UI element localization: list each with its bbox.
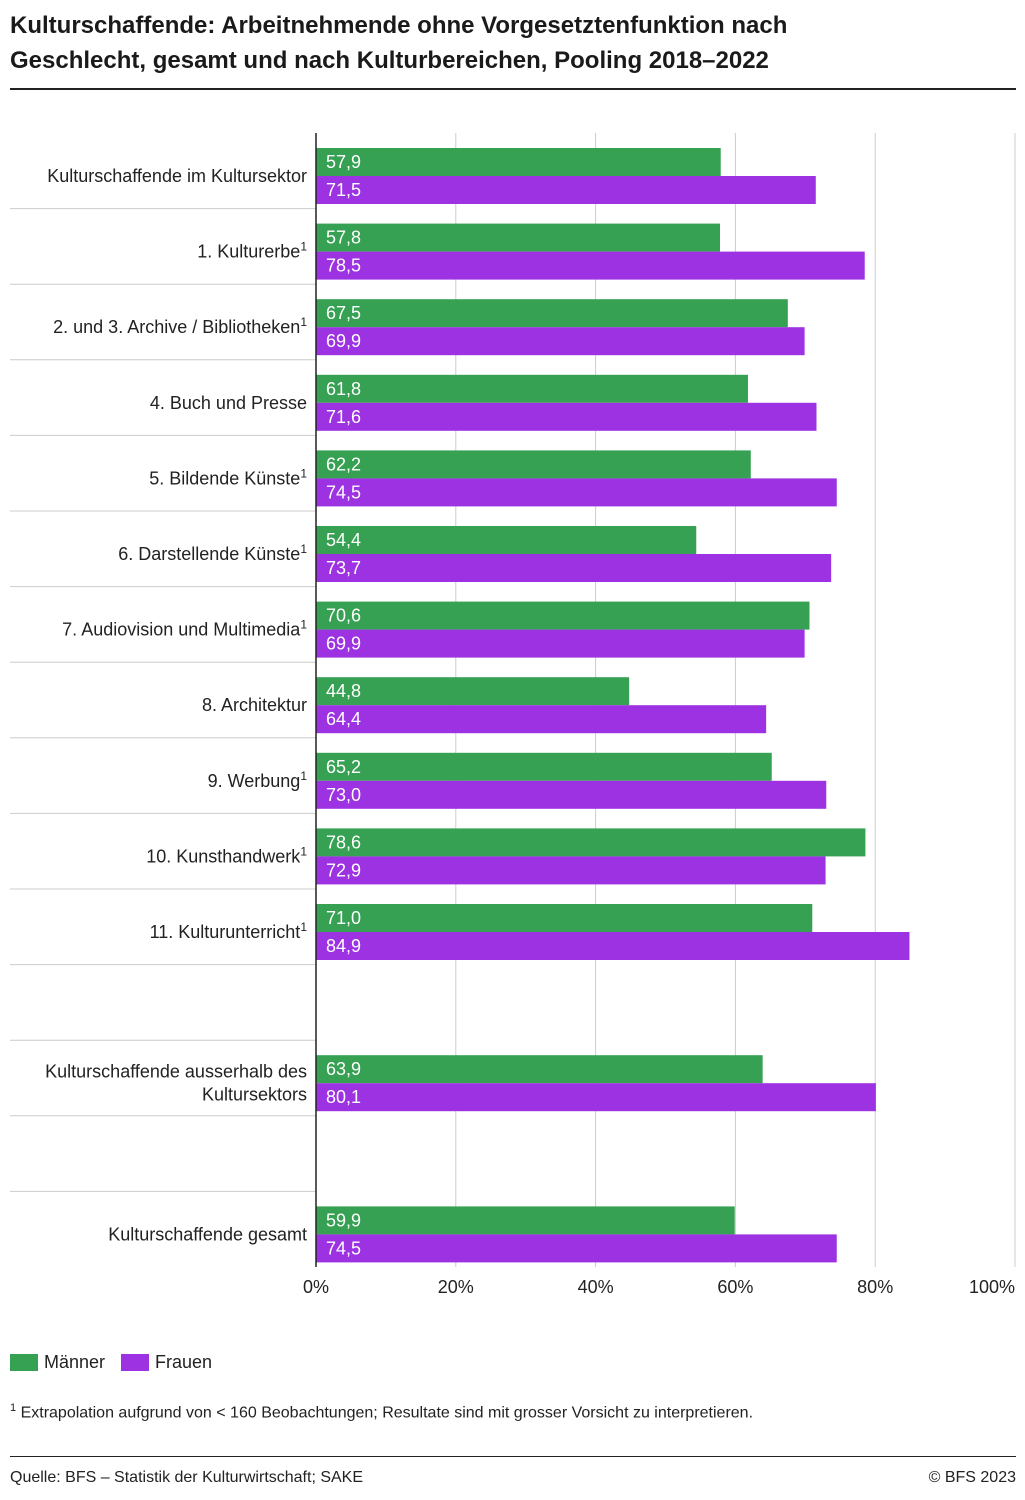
data-label-maenner: 44,8 <box>326 681 361 701</box>
category-label: Kulturschaffende ausserhalb des <box>45 1062 307 1082</box>
bar-chart: 57,9 71,5 Kulturschaffende im Kultursektor… <box>10 133 1016 1297</box>
legend: Männer Frauen <box>10 1352 228 1373</box>
bar-maenner <box>316 374 748 403</box>
bar-maenner <box>316 1055 763 1084</box>
data-label-frauen: 84,9 <box>326 936 361 956</box>
data-label-frauen: 71,5 <box>326 180 361 200</box>
bar-frauen <box>316 402 817 431</box>
data-label-maenner: 70,6 <box>326 606 361 626</box>
bar-frauen <box>316 327 805 356</box>
data-label-frauen: 74,5 <box>326 1238 361 1258</box>
data-label-frauen: 69,9 <box>326 331 361 351</box>
bar-frauen <box>316 251 865 280</box>
x-tick-label: 20% <box>438 1277 474 1297</box>
bar-maenner <box>316 601 810 630</box>
data-label-frauen: 69,9 <box>326 634 361 654</box>
copyright-note: © BFS 2023 <box>928 1469 1016 1486</box>
chart-title: Kulturschaffende: Arbeitnehmende ohne Vo… <box>10 8 1010 78</box>
category-label: 5. Bildende Künste1 <box>149 466 307 488</box>
bar-frauen <box>316 1234 837 1263</box>
bar-maenner <box>316 299 788 328</box>
category-label: 8. Architektur <box>202 695 307 715</box>
data-label-maenner: 57,8 <box>326 228 361 248</box>
data-label-frauen: 71,6 <box>326 407 361 427</box>
data-label-maenner: 67,5 <box>326 303 361 323</box>
x-tick-label: 0% <box>303 1277 329 1297</box>
category-label: Kulturschaffende gesamt <box>108 1224 307 1244</box>
legend-swatch-maenner <box>10 1354 38 1371</box>
category-label: 1. Kulturerbe1 <box>197 240 307 262</box>
data-label-frauen: 72,9 <box>326 860 361 880</box>
category-label: Kultursektors <box>202 1085 307 1105</box>
data-label-frauen: 78,5 <box>326 256 361 276</box>
x-tick-label: 100% <box>969 1277 1015 1297</box>
data-label-maenner: 78,6 <box>326 832 361 852</box>
legend-label-frauen: Frauen <box>155 1352 213 1372</box>
footnote: 1 Extrapolation aufgrund von < 160 Beoba… <box>10 1402 753 1422</box>
bar-maenner <box>316 526 697 554</box>
data-label-frauen: 64,4 <box>326 709 361 729</box>
x-tick-label: 40% <box>578 1277 614 1297</box>
data-label-maenner: 62,2 <box>326 454 361 474</box>
data-label-frauen: 73,0 <box>326 785 361 805</box>
legend-item-maenner: Männer <box>10 1352 105 1373</box>
bar-frauen <box>316 1083 876 1112</box>
category-label: 10. Kunsthandwerk1 <box>146 844 307 866</box>
category-label: 2. und 3. Archive / Bibliotheken1 <box>53 315 307 337</box>
category-label: 9. Werbung1 <box>208 769 308 791</box>
legend-item-frauen: Frauen <box>121 1352 212 1373</box>
bar-maenner <box>316 450 751 479</box>
legend-swatch-frauen <box>121 1354 150 1371</box>
bar-frauen <box>316 932 910 960</box>
bar-maenner <box>316 828 866 857</box>
bar-frauen <box>316 780 827 809</box>
bar-frauen <box>316 478 837 507</box>
title-divider <box>10 88 1016 90</box>
data-label-frauen: 80,1 <box>326 1087 361 1107</box>
category-label: 6. Darstellende Künste1 <box>118 542 307 564</box>
bar-maenner <box>316 752 772 781</box>
data-label-maenner: 57,9 <box>326 152 361 172</box>
bar-maenner <box>316 904 813 932</box>
data-label-frauen: 74,5 <box>326 482 361 502</box>
data-label-maenner: 61,8 <box>326 379 361 399</box>
data-label-maenner: 59,9 <box>326 1210 361 1230</box>
bar-frauen <box>316 629 805 658</box>
data-label-frauen: 73,7 <box>326 558 361 578</box>
footer-divider <box>10 1456 1016 1457</box>
footnote-marker: 1 <box>10 1402 17 1414</box>
chart-title-line-1: Kulturschaffende: Arbeitnehmende ohne Vo… <box>10 12 788 39</box>
category-label: 11. Kulturunterricht1 <box>150 920 308 942</box>
bar-frauen <box>316 705 767 734</box>
category-label: 7. Audiovision und Multimedia1 <box>62 618 307 640</box>
data-label-maenner: 63,9 <box>326 1059 361 1079</box>
source-note: Quelle: BFS – Statistik der Kulturwirtsc… <box>10 1469 364 1486</box>
x-tick-label: 60% <box>717 1277 753 1297</box>
legend-label-maenner: Männer <box>44 1352 106 1372</box>
bar-frauen <box>316 554 832 582</box>
chart-title-line-2: Geschlecht, gesamt und nach Kulturbereic… <box>10 47 769 74</box>
bar-maenner <box>316 1206 735 1235</box>
data-label-maenner: 54,4 <box>326 530 361 550</box>
data-label-maenner: 65,2 <box>326 757 361 777</box>
bar-frauen <box>316 176 816 204</box>
bar-maenner <box>316 148 721 176</box>
bar-maenner <box>316 677 630 706</box>
bar-frauen <box>316 856 826 885</box>
x-tick-label: 80% <box>857 1277 893 1297</box>
category-label: 4. Buch und Presse <box>150 393 307 413</box>
footnote-text: Extrapolation aufgrund von < 160 Beobach… <box>20 1404 754 1422</box>
data-label-maenner: 71,0 <box>326 908 361 928</box>
bar-maenner <box>316 223 721 252</box>
category-label: Kulturschaffende im Kultursektor <box>47 166 307 186</box>
